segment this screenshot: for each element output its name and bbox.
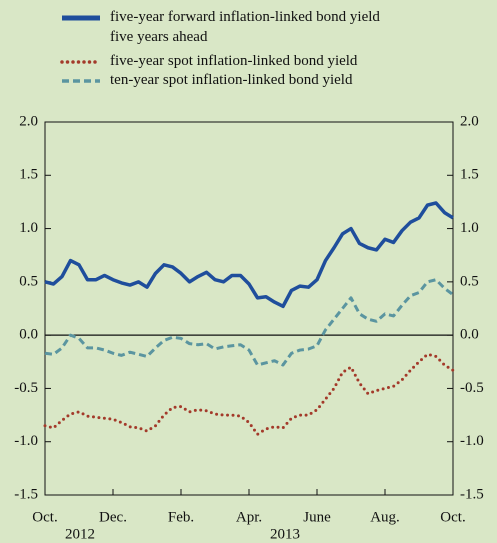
y-tick-label: 0.5 <box>19 273 38 289</box>
x-year-label: 2013 <box>270 526 300 542</box>
series-line <box>44 201 454 309</box>
legend-label: five-year forward inflation-linked bond … <box>110 9 380 45</box>
legend-line: five-year spot inflation-linked bond yie… <box>110 53 358 69</box>
y-tick-label: 1.0 <box>19 220 38 236</box>
y-tick-label: -0.5 <box>14 380 38 396</box>
series-line <box>44 278 454 367</box>
series-line <box>43 352 455 436</box>
y2-tick-label: -1.0 <box>460 433 484 449</box>
y2-tick-label: 0.0 <box>460 327 479 343</box>
y2-tick-label: 1.0 <box>460 220 479 236</box>
x-tick-label: Feb. <box>168 509 194 525</box>
x-tick-label: Oct. <box>440 509 465 525</box>
plot-frame <box>44 121 454 496</box>
legend-line: ten-year spot inflation-linked bond yiel… <box>110 72 353 88</box>
y-tick-label: 2.0 <box>19 113 38 129</box>
y2-tick-label: -1.5 <box>460 486 484 502</box>
y-tick-label: -1.0 <box>14 433 38 449</box>
legend-line: five-year forward inflation-linked bond … <box>110 9 380 25</box>
y2-tick-label: 1.5 <box>460 167 479 183</box>
x-tick-label: Oct. <box>32 509 57 525</box>
legend-label: five-year spot inflation-linked bond yie… <box>110 53 358 69</box>
x-tick-label: June <box>303 509 331 525</box>
x-tick-label: Apr. <box>236 509 262 525</box>
y-tick-label: 0.0 <box>19 327 38 343</box>
x-tick-label: Aug. <box>370 509 400 525</box>
y-tick-label: -1.5 <box>14 486 38 502</box>
y2-tick-label: 2.0 <box>460 113 479 129</box>
y2-tick-label: -0.5 <box>460 380 484 396</box>
y-tick-label: 1.5 <box>19 167 38 183</box>
legend-line: five years ahead <box>110 29 208 45</box>
y2-tick-label: 0.5 <box>460 273 479 289</box>
x-tick-label: Dec. <box>99 509 127 525</box>
x-year-label: 2012 <box>65 526 95 542</box>
legend-label: ten-year spot inflation-linked bond yiel… <box>110 72 353 88</box>
